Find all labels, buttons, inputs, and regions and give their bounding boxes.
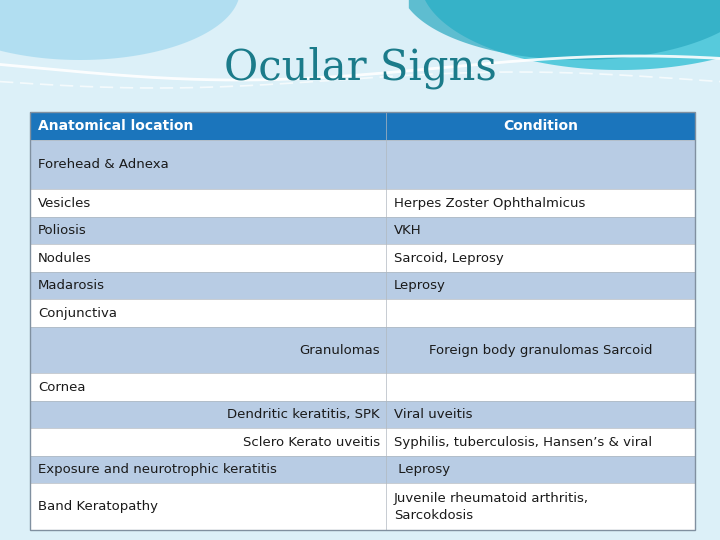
- Bar: [30, 456, 695, 483]
- Bar: [30, 190, 695, 217]
- Text: Granulomas: Granulomas: [299, 343, 379, 356]
- Bar: [30, 112, 695, 530]
- Text: Juvenile rheumatoid arthritis,
Sarcokdosis: Juvenile rheumatoid arthritis, Sarcokdos…: [394, 491, 589, 522]
- Polygon shape: [0, 0, 240, 60]
- Text: Herpes Zoster Ophthalmicus: Herpes Zoster Ophthalmicus: [394, 197, 585, 210]
- Text: Sclero Kerato uveitis: Sclero Kerato uveitis: [243, 436, 379, 449]
- Text: Exposure and neurotrophic keratitis: Exposure and neurotrophic keratitis: [38, 463, 277, 476]
- Text: Anatomical location: Anatomical location: [38, 119, 194, 133]
- Text: Dendritic keratitis, SPK: Dendritic keratitis, SPK: [227, 408, 379, 421]
- Text: Viral uveitis: Viral uveitis: [394, 408, 472, 421]
- Bar: [30, 272, 695, 299]
- Text: Forehead & Adnexa: Forehead & Adnexa: [38, 158, 168, 171]
- Bar: [30, 483, 695, 530]
- Text: Vesicles: Vesicles: [38, 197, 91, 210]
- Text: Leprosy: Leprosy: [394, 279, 446, 292]
- Polygon shape: [409, 0, 720, 60]
- Text: Leprosy: Leprosy: [394, 463, 450, 476]
- Bar: [30, 428, 695, 456]
- Text: Conjunctiva: Conjunctiva: [38, 307, 117, 320]
- Bar: [30, 299, 695, 327]
- Bar: [30, 245, 695, 272]
- Bar: [30, 374, 695, 401]
- Text: Nodules: Nodules: [38, 252, 91, 265]
- Bar: [30, 217, 695, 245]
- Text: Syphilis, tuberculosis, Hansen’s & viral: Syphilis, tuberculosis, Hansen’s & viral: [394, 436, 652, 449]
- Text: VKH: VKH: [394, 224, 421, 237]
- Text: Band Keratopathy: Band Keratopathy: [38, 500, 158, 513]
- Bar: [30, 401, 695, 428]
- Text: Madarosis: Madarosis: [38, 279, 105, 292]
- Bar: [30, 140, 695, 190]
- Text: Poliosis: Poliosis: [38, 224, 86, 237]
- Text: Sarcoid, Leprosy: Sarcoid, Leprosy: [394, 252, 503, 265]
- Text: Ocular Signs: Ocular Signs: [224, 47, 496, 89]
- Text: Foreign body granulomas Sarcoid: Foreign body granulomas Sarcoid: [428, 343, 652, 356]
- Text: Cornea: Cornea: [38, 381, 86, 394]
- Bar: [30, 112, 695, 140]
- Bar: [30, 327, 695, 374]
- Polygon shape: [420, 0, 720, 70]
- Text: Condition: Condition: [503, 119, 578, 133]
